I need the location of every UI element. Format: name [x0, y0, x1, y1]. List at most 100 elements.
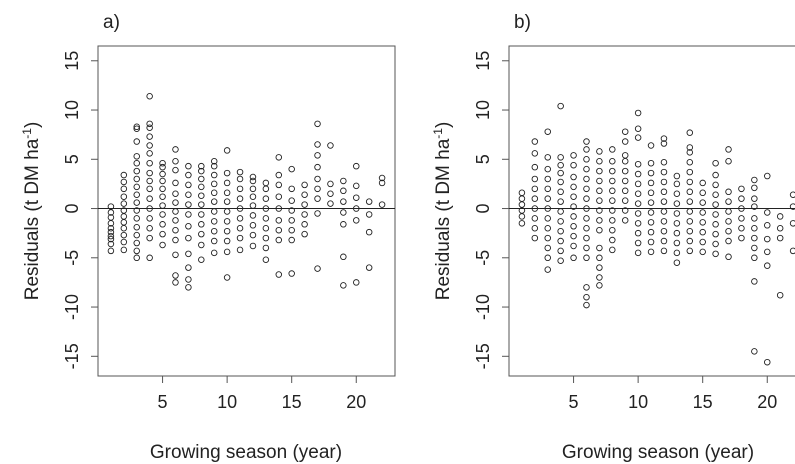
data-point: [198, 221, 205, 228]
data-point: [596, 217, 603, 224]
data-point: [210, 180, 218, 188]
data-point: [583, 234, 590, 242]
data-point: [699, 209, 706, 216]
data-point: [172, 217, 179, 224]
data-point: [120, 178, 128, 186]
data-point: [146, 150, 153, 157]
data-point: [146, 159, 153, 167]
data-point: [557, 169, 564, 177]
data-point: [172, 146, 179, 153]
y-tick-label: 0: [473, 204, 493, 214]
data-point: [146, 185, 153, 193]
data-point: [725, 227, 732, 235]
data-point: [621, 177, 629, 185]
data-point: [583, 244, 590, 252]
y-tick-label: 10: [473, 100, 493, 120]
data-point: [120, 219, 128, 226]
data-point: [159, 211, 166, 218]
data-point: [596, 187, 603, 195]
data-point: [634, 249, 642, 257]
data-point: [133, 254, 140, 262]
y-tick-label: -15: [62, 343, 82, 369]
data-point: [621, 128, 629, 135]
panel-a-label: a): [103, 12, 120, 33]
data-point: [531, 234, 539, 242]
data-point: [133, 224, 140, 231]
data-point: [353, 194, 360, 201]
data-point: [634, 134, 642, 141]
data-point: [686, 208, 694, 215]
data-point: [544, 195, 551, 202]
data-point: [120, 231, 128, 239]
data-point: [673, 239, 681, 247]
data-point: [621, 207, 629, 214]
data-point: [544, 234, 551, 242]
data-point: [120, 200, 128, 207]
data-point: [647, 209, 655, 216]
panel-a-points: [107, 92, 386, 291]
data-point: [210, 171, 218, 179]
data-point: [172, 251, 179, 259]
data-point: [531, 150, 539, 157]
data-point: [133, 125, 140, 132]
data-point: [159, 163, 166, 171]
data-point: [249, 212, 257, 219]
data-point: [172, 199, 179, 206]
data-point: [609, 187, 616, 195]
data-point: [583, 165, 590, 173]
data-point: [146, 195, 153, 202]
data-point: [699, 238, 706, 246]
data-point: [751, 254, 758, 262]
data-point: [647, 228, 655, 236]
data-point: [120, 207, 128, 214]
data-point: [120, 238, 128, 246]
data-point: [172, 279, 179, 286]
data-point: [557, 198, 564, 205]
data-point: [365, 211, 373, 218]
x-tick-label: 15: [693, 392, 713, 412]
data-point: [249, 173, 257, 181]
data-point: [725, 188, 732, 196]
data-point: [133, 183, 140, 191]
data-point: [223, 169, 231, 177]
data-point: [236, 168, 244, 176]
data-point: [712, 221, 719, 228]
data-point: [340, 209, 347, 216]
data-point: [210, 227, 218, 235]
data-point: [301, 181, 308, 189]
data-point: [725, 218, 732, 225]
data-point: [647, 248, 655, 256]
data-point: [249, 185, 257, 193]
data-point: [660, 178, 668, 186]
data-point: [185, 162, 192, 170]
data-point: [764, 262, 771, 269]
data-point: [340, 198, 347, 205]
data-point: [583, 195, 590, 202]
data-point: [789, 247, 795, 255]
data-point: [223, 237, 231, 245]
data-point: [751, 278, 758, 285]
data-point: [378, 201, 386, 208]
data-point: [699, 248, 706, 256]
data-point: [133, 247, 140, 255]
data-point: [198, 192, 205, 199]
panel-a-y-axis: -15 -10 -5 0 5 10 15: [62, 51, 98, 369]
data-point: [262, 244, 270, 252]
data-point: [107, 240, 115, 248]
data-point: [531, 163, 539, 171]
data-point: [159, 230, 166, 238]
data-point: [133, 215, 140, 222]
data-point: [340, 253, 347, 261]
data-point: [699, 228, 706, 236]
data-point: [583, 146, 590, 153]
data-point: [725, 146, 732, 153]
data-point: [107, 232, 115, 240]
data-point: [609, 177, 616, 185]
data-point: [185, 211, 192, 218]
data-point: [544, 175, 551, 183]
data-point: [583, 138, 590, 145]
data-point: [557, 102, 564, 110]
data-point: [133, 239, 140, 247]
data-point: [660, 237, 668, 245]
